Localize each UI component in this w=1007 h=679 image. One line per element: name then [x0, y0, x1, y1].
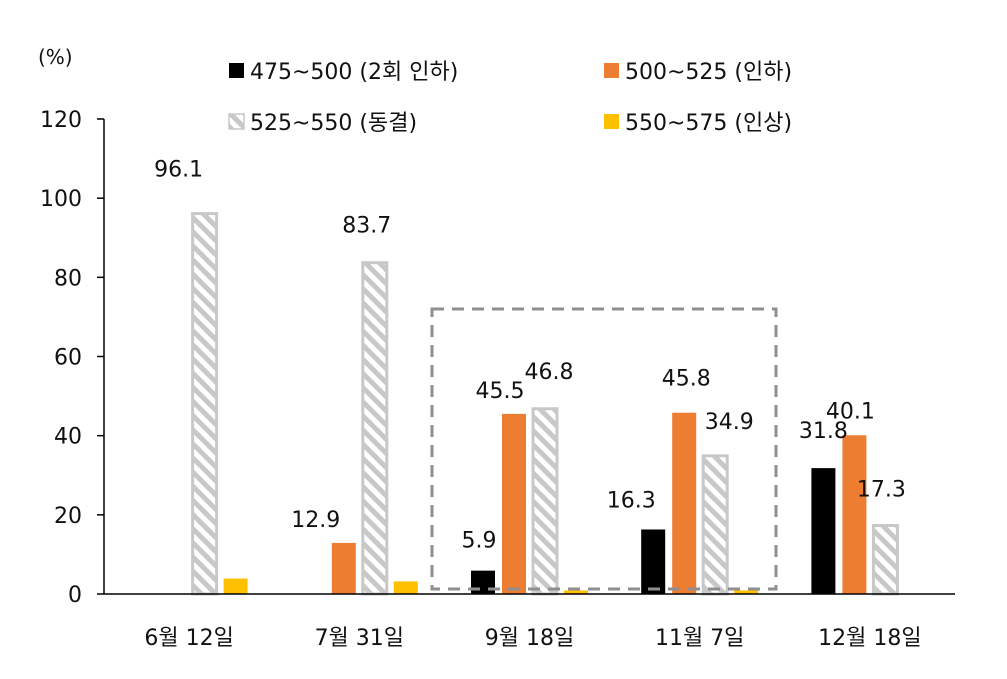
- bar-series-2: [871, 524, 899, 596]
- x-tick-label: 7월 31일: [315, 626, 404, 651]
- value-label: 45.8: [662, 367, 711, 392]
- bar-series-0: [811, 468, 836, 594]
- legend-swatch: [604, 63, 619, 78]
- bar-series-3: [223, 578, 248, 594]
- bar-series-3: [393, 581, 418, 594]
- legend-label: 550~575 (인상): [625, 111, 792, 136]
- y-tick-label: 80: [54, 266, 82, 291]
- x-tick-label: 9월 18일: [485, 626, 574, 651]
- bar-series-3: [564, 590, 588, 594]
- bar-series-1: [672, 412, 697, 594]
- value-labels: 96.1 12.9 83.7 5.9 45.546.8 16.3 45.8 34.9 31.84…: [154, 158, 906, 554]
- bar-series-1: [842, 435, 867, 594]
- value-label: 31.8: [799, 419, 848, 444]
- value-label: 16.3: [607, 488, 656, 513]
- x-tick-label: 6월 12일: [144, 626, 233, 651]
- x-axis-labels: 6월 12일 7월 31일 9월 18일 11월 7일 12월 18일: [144, 626, 921, 651]
- value-label: 5.9: [462, 529, 497, 554]
- value-label: 45.5: [476, 379, 525, 404]
- value-label: 46.8: [525, 360, 574, 385]
- value-label: 34.9: [705, 410, 754, 435]
- bar-series-2: [191, 212, 219, 596]
- y-tick-label: 60: [54, 346, 82, 371]
- y-tick-label: 40: [54, 425, 82, 450]
- value-label: 17.3: [857, 478, 906, 503]
- y-tick-label: 100: [40, 187, 82, 212]
- bar-series-2: [701, 454, 729, 596]
- legend-swatch: [228, 113, 245, 130]
- bar-series-1: [502, 413, 526, 594]
- y-axis-ticks: 0 20 40 60 80 100 120: [40, 108, 104, 608]
- value-label: 40.1: [826, 399, 875, 424]
- bar-series-2: [361, 261, 389, 596]
- y-axis-unit-label: (%): [38, 45, 73, 69]
- x-tick-label: 12월 18일: [818, 626, 921, 651]
- highlight-box: [430, 307, 778, 591]
- legend-label: 500~525 (인하): [625, 60, 792, 85]
- legend-swatch: [604, 114, 619, 129]
- y-tick-label: 120: [40, 108, 82, 133]
- legend-swatch: [229, 63, 244, 78]
- y-tick-label: 20: [54, 504, 82, 529]
- y-tick-label: 0: [68, 583, 82, 608]
- legend: 475~500 (2회 인하) 500~525 (인하) 525~550 (동결) 5…: [228, 60, 792, 136]
- bar-series-1: [331, 542, 356, 594]
- bar-series-0: [641, 529, 666, 594]
- bar-series-3: [734, 590, 759, 594]
- value-label: 12.9: [291, 508, 340, 533]
- value-label: 96.1: [154, 158, 203, 183]
- bar-series-2: [531, 407, 559, 596]
- x-tick-label: 11월 7일: [655, 626, 744, 651]
- legend-label: 475~500 (2회 인하): [250, 60, 458, 85]
- value-label: 83.7: [342, 214, 391, 239]
- legend-label: 525~550 (동결): [250, 111, 417, 136]
- bars: [191, 212, 899, 596]
